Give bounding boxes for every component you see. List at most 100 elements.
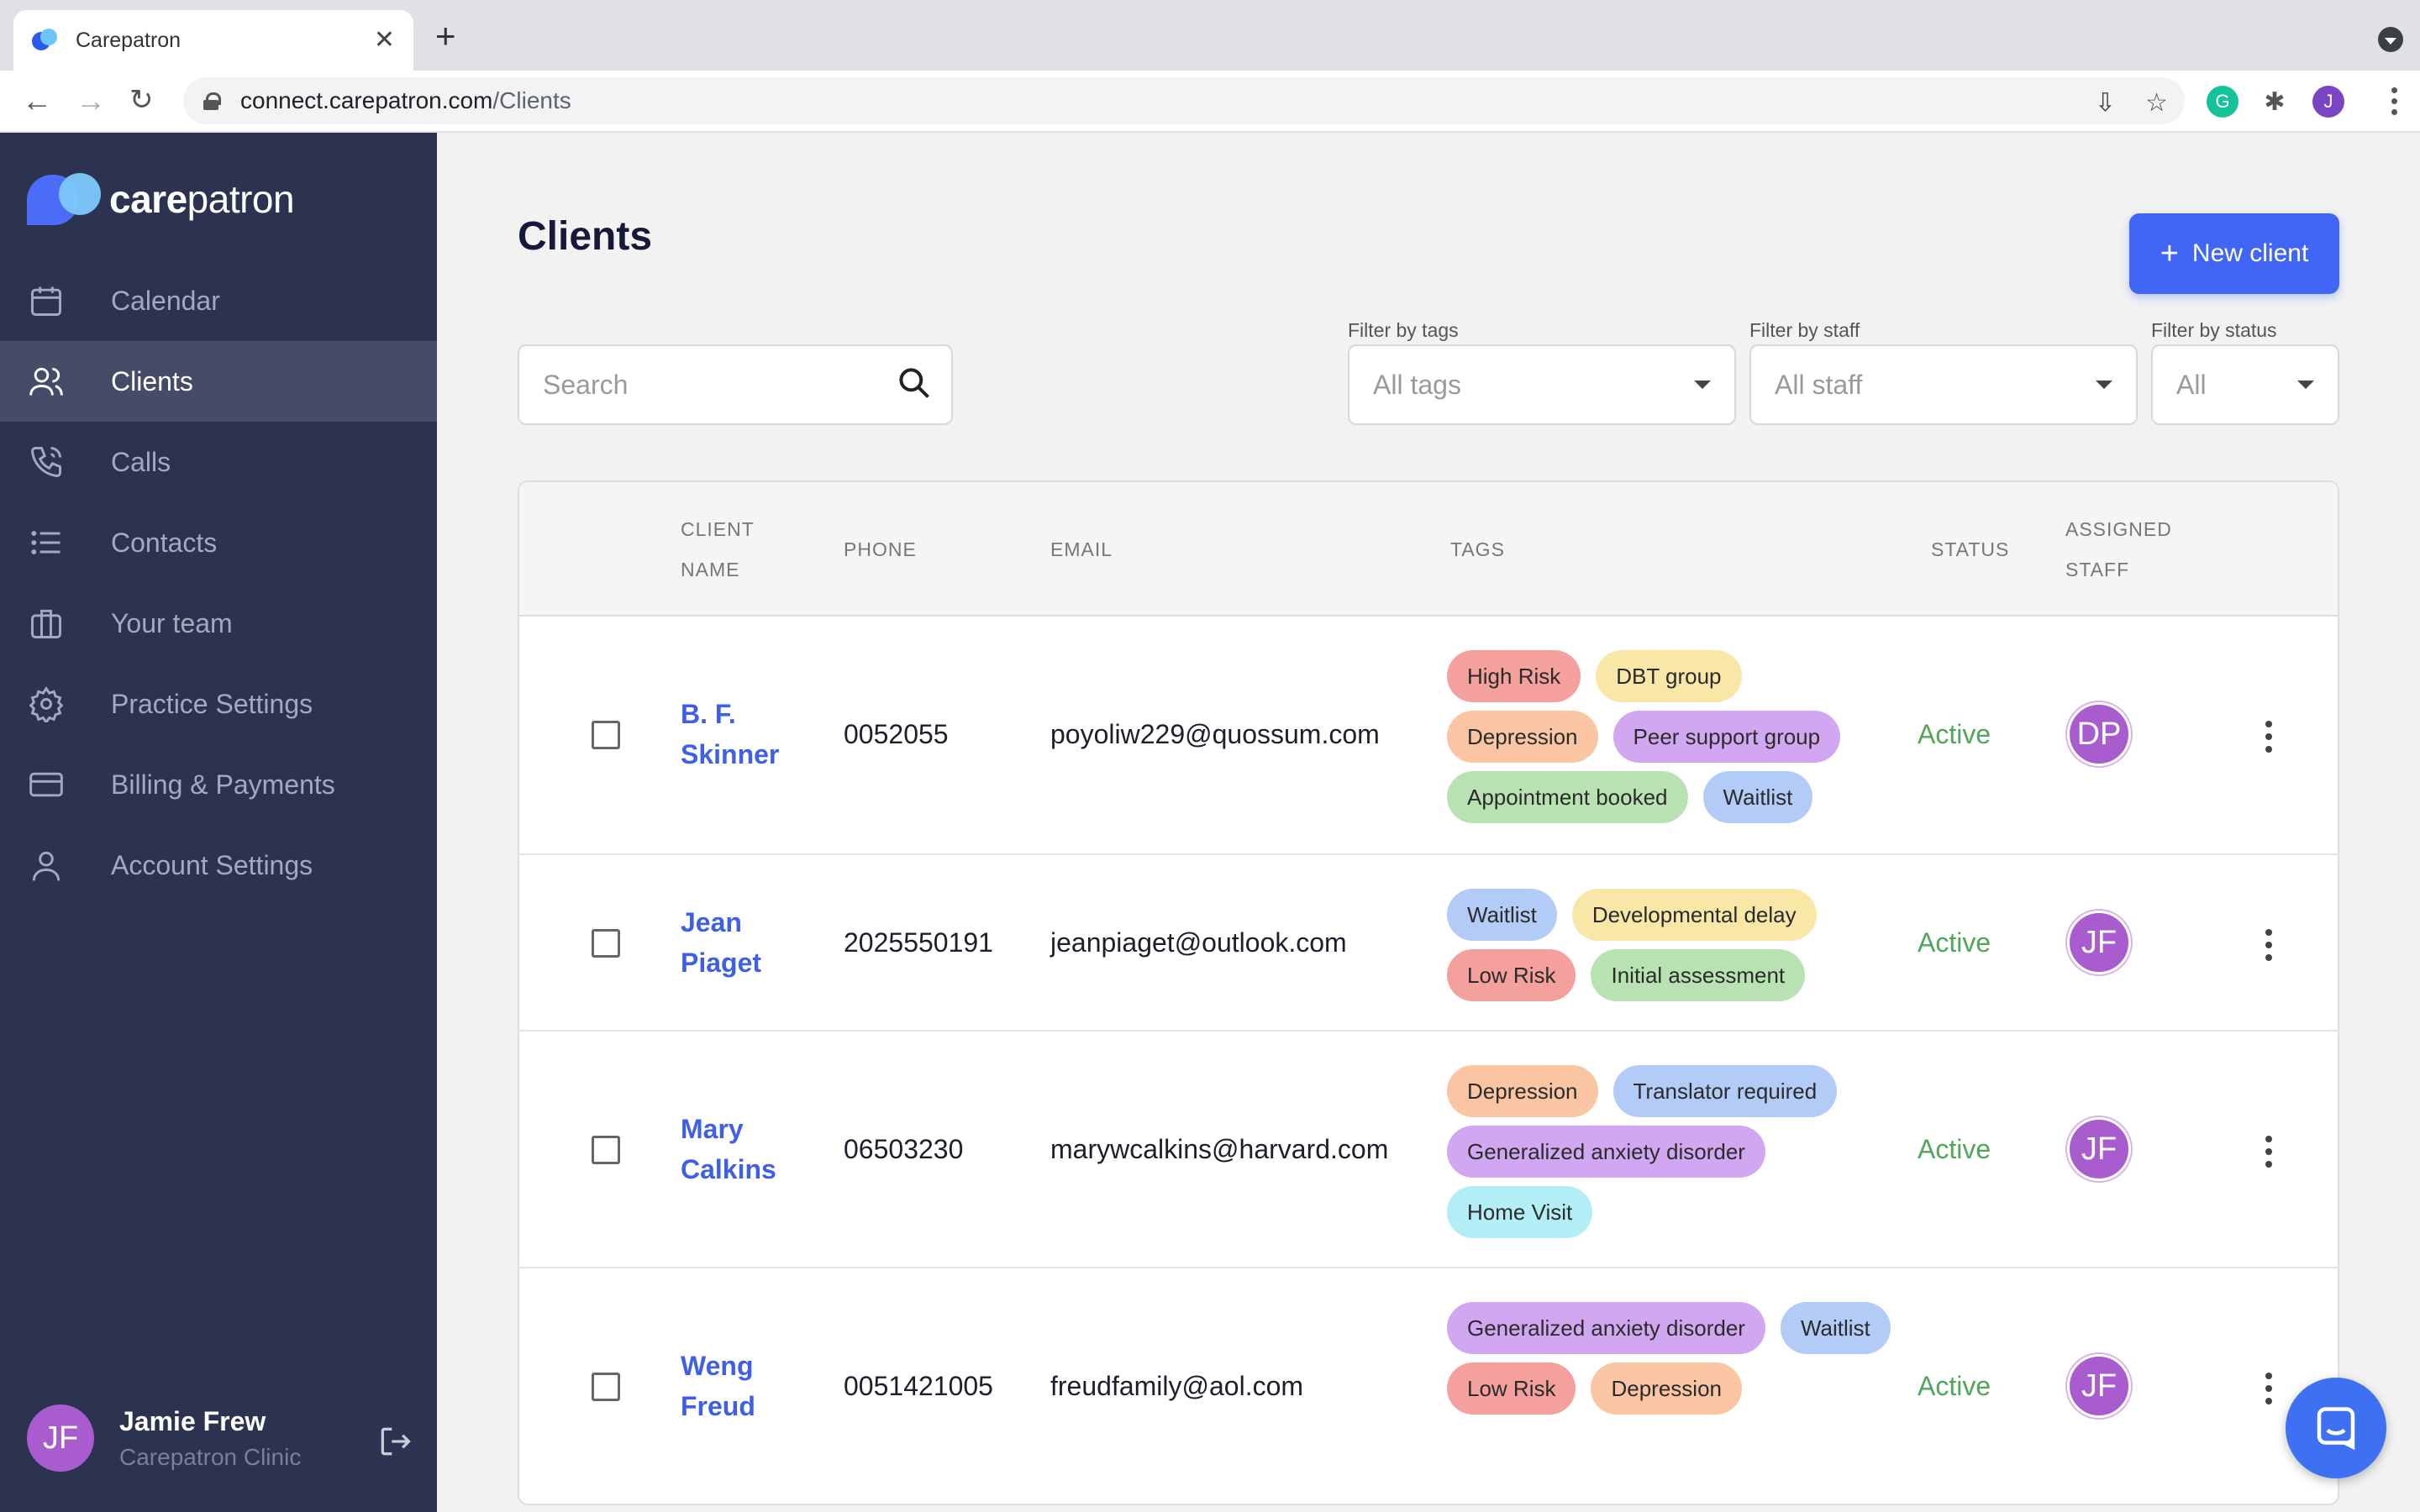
chat-support-button[interactable] [2286,1378,2386,1478]
row-checkbox[interactable] [592,929,620,958]
client-email: marywcalkins@harvard.com [1050,1134,1389,1164]
tag-chip: Depression [1447,1065,1598,1117]
search-icon[interactable] [896,365,933,406]
client-name-link[interactable]: Jean Piaget [681,907,762,978]
sidebar-item-your-team[interactable]: Your team [0,583,437,664]
client-phone: 06503230 [844,1134,964,1164]
row-checkbox[interactable] [592,721,620,749]
row-checkbox[interactable] [592,1373,620,1401]
row-more-icon[interactable] [2265,1136,2274,1168]
tag-chip: Initial assessment [1591,949,1806,1001]
client-tags: Depression Translator required Generaliz… [1447,1065,1901,1238]
sidebar: carepatron Calendar Clients Calls Contac… [0,133,437,1512]
carepatron-logo[interactable]: carepatron [27,173,295,225]
tag-chip: DBT group [1596,650,1742,702]
forward-icon[interactable]: → [76,83,106,118]
search-input[interactable] [543,369,896,401]
staff-avatar[interactable]: DP [2067,702,2131,766]
tag-chip: Home Visit [1447,1186,1593,1238]
row-checkbox[interactable] [592,1136,620,1164]
staff-avatar[interactable]: JF [2067,1354,2131,1418]
grammarly-extension-icon[interactable]: G [2207,86,2238,118]
new-tab-icon[interactable]: + [435,16,456,55]
table-row[interactable]: Weng Freud 0051421005 freudfamily@aol.com… [519,1268,2338,1504]
client-name-link[interactable]: B. F. Skinner [681,699,780,769]
status-badge: Active [1918,1134,1991,1164]
tab-search-icon[interactable] [2378,27,2403,52]
page-title: Clients [518,214,653,259]
row-more-icon[interactable] [2265,929,2274,961]
tag-chip: Depression [1447,711,1598,763]
filter-status-select[interactable]: All [2151,344,2339,425]
table-row[interactable]: Mary Calkins 06503230 marywcalkins@harvar… [519,1032,2338,1268]
tag-chip: Depression [1591,1362,1742,1415]
tag-chip: Waitlist [1780,1302,1891,1354]
column-email[interactable]: EMAIL [1050,538,1113,560]
sidebar-item-clients[interactable]: Clients [0,341,437,422]
column-status[interactable]: STATUS [1931,538,2010,560]
dropdown-caret-icon [2096,381,2112,389]
filter-tags-label: Filter by tags [1348,319,1459,341]
close-tab-icon[interactable]: ✕ [373,26,395,54]
new-client-button[interactable]: + New client [2129,213,2339,294]
sidebar-menu: Calendar Clients Calls Contacts Your tea… [0,260,437,906]
back-icon[interactable]: ← [22,83,52,118]
sidebar-item-practice-settings[interactable]: Practice Settings [0,664,437,744]
reload-icon[interactable]: ↻ [129,84,154,116]
extensions-puzzle-icon[interactable]: ✱ [2264,87,2286,116]
filter-tags: Filter by tags All tags [1348,319,1736,425]
client-name-link[interactable]: Weng Freud [681,1351,755,1421]
column-tags[interactable]: TAGS [1450,538,1505,560]
row-more-icon[interactable] [2265,1373,2274,1404]
sidebar-item-contacts[interactable]: Contacts [0,502,437,583]
client-name-link[interactable]: Mary Calkins [681,1114,776,1184]
client-email: poyoliw229@quossum.com [1050,719,1380,749]
profile-avatar[interactable]: J [2312,86,2344,118]
table-row[interactable]: Jean Piaget 2025550191 jeanpiaget@outlook… [519,855,2338,1032]
filter-staff: Filter by staff All staff [1749,319,2138,425]
sidebar-item-calls[interactable]: Calls [0,422,437,502]
logout-icon[interactable] [376,1423,413,1460]
row-more-icon[interactable] [2265,721,2274,753]
staff-avatar[interactable]: JF [2067,1117,2131,1181]
user-avatar[interactable]: JF [27,1404,94,1472]
list-icon [27,523,66,562]
logo-mark-icon [27,173,104,225]
address-bar[interactable]: connect.carepatron.com/Clients ⇩ ☆ [183,77,2185,124]
gear-icon [27,685,66,723]
filter-staff-select[interactable]: All staff [1749,344,2138,425]
tag-chip: Translator required [1612,1065,1838,1117]
column-assigned-staff[interactable]: ASSIGNED STAFF [2065,518,2172,580]
tag-chip: Appointment booked [1447,771,1688,823]
tag-chip: Low Risk [1447,1362,1576,1415]
dropdown-caret-icon [1694,381,1711,389]
client-email: jeanpiaget@outlook.com [1050,927,1347,958]
status-badge: Active [1918,927,1991,958]
plus-icon: + [2160,236,2179,271]
tag-chip: Developmental delay [1571,889,1817,941]
filter-tags-select[interactable]: All tags [1348,344,1736,425]
tag-chip: Generalized anxiety disorder [1447,1126,1765,1178]
install-app-icon[interactable]: ⇩ [2094,89,2116,117]
staff-avatar[interactable]: JF [2067,911,2131,974]
tag-chip: Waitlist [1447,889,1557,941]
bookmark-star-icon[interactable]: ☆ [2145,89,2168,117]
sidebar-item-billing-payments[interactable]: Billing & Payments [0,744,437,825]
sidebar-item-calendar[interactable]: Calendar [0,260,437,341]
column-phone[interactable]: PHONE [844,538,917,560]
table-header: CLIENT NAME PHONE EMAIL TAGS STATUS ASSIG… [519,482,2338,617]
phone-icon [27,443,66,481]
browser-menu-icon[interactable] [2391,87,2398,115]
url-text[interactable]: connect.carepatron.com/Clients [240,87,571,113]
carepatron-favicon-icon [32,27,59,54]
lock-icon [203,92,221,110]
status-badge: Active [1918,719,1991,749]
browser-tab[interactable]: Carepatron ✕ [13,10,413,71]
filter-status-label: Filter by status [2151,319,2277,341]
client-tags: Generalized anxiety disorder Waitlist Lo… [1447,1302,1901,1415]
column-client-name[interactable]: CLIENT NAME [681,518,755,580]
client-email: freudfamily@aol.com [1050,1371,1304,1401]
tag-chip: High Risk [1447,650,1581,702]
table-row[interactable]: B. F. Skinner 0052055 poyoliw229@quossum.… [519,617,2338,855]
sidebar-item-account-settings[interactable]: Account Settings [0,825,437,906]
